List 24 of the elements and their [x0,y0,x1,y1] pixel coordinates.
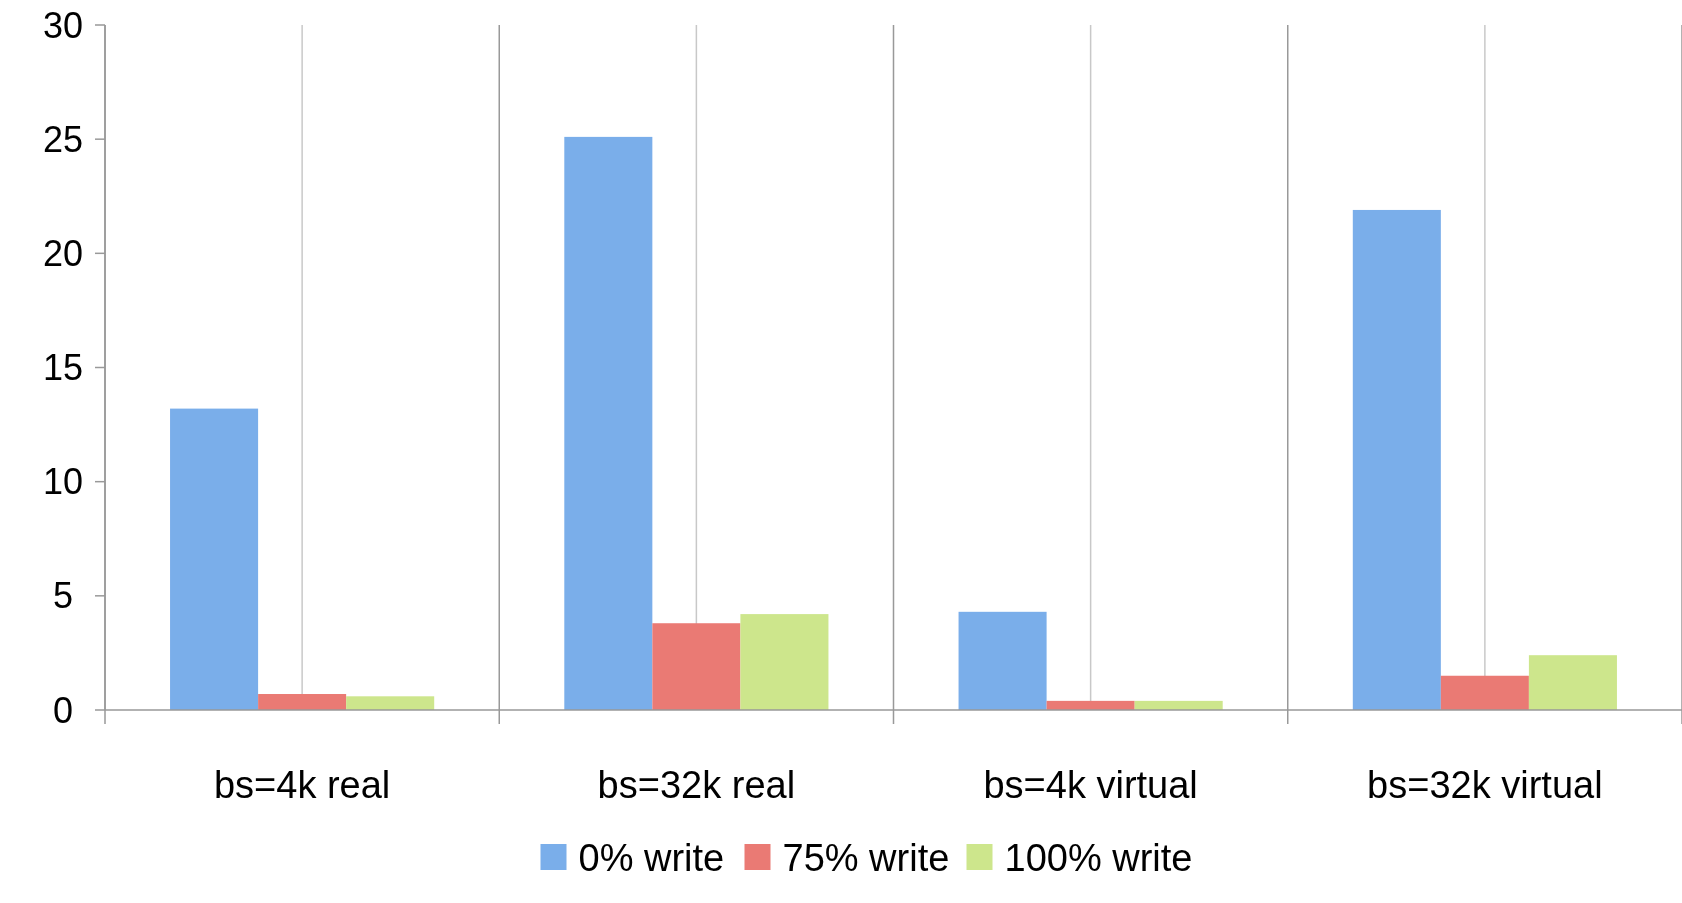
legend-label: 0% write [578,837,725,880]
x-tick-label: bs=4k real [213,764,391,807]
legend-label: 100% write [1004,837,1193,880]
bar [1440,675,1529,710]
y-tick-label: 25 [42,118,84,160]
bar [564,136,653,710]
bar [652,623,741,710]
y-tick-label: 10 [42,461,84,503]
bar [1352,209,1441,710]
y-tick-label: 5 [52,575,74,617]
bar [170,408,259,710]
bar [346,696,435,710]
y-tick-label: 20 [42,232,84,274]
x-tick-label: bs=32k virtual [1367,764,1603,807]
bar [958,611,1047,710]
bar [1528,655,1617,710]
y-tick-label: 15 [42,347,84,389]
y-tick-label: 30 [42,4,84,46]
x-tick-label: bs=32k real [597,764,796,807]
x-tick-label: bs=4k virtual [983,764,1198,807]
y-tick-label: 0 [52,689,74,731]
bar [258,694,347,710]
bar [740,614,829,710]
legend-label: 75% write [782,837,950,880]
